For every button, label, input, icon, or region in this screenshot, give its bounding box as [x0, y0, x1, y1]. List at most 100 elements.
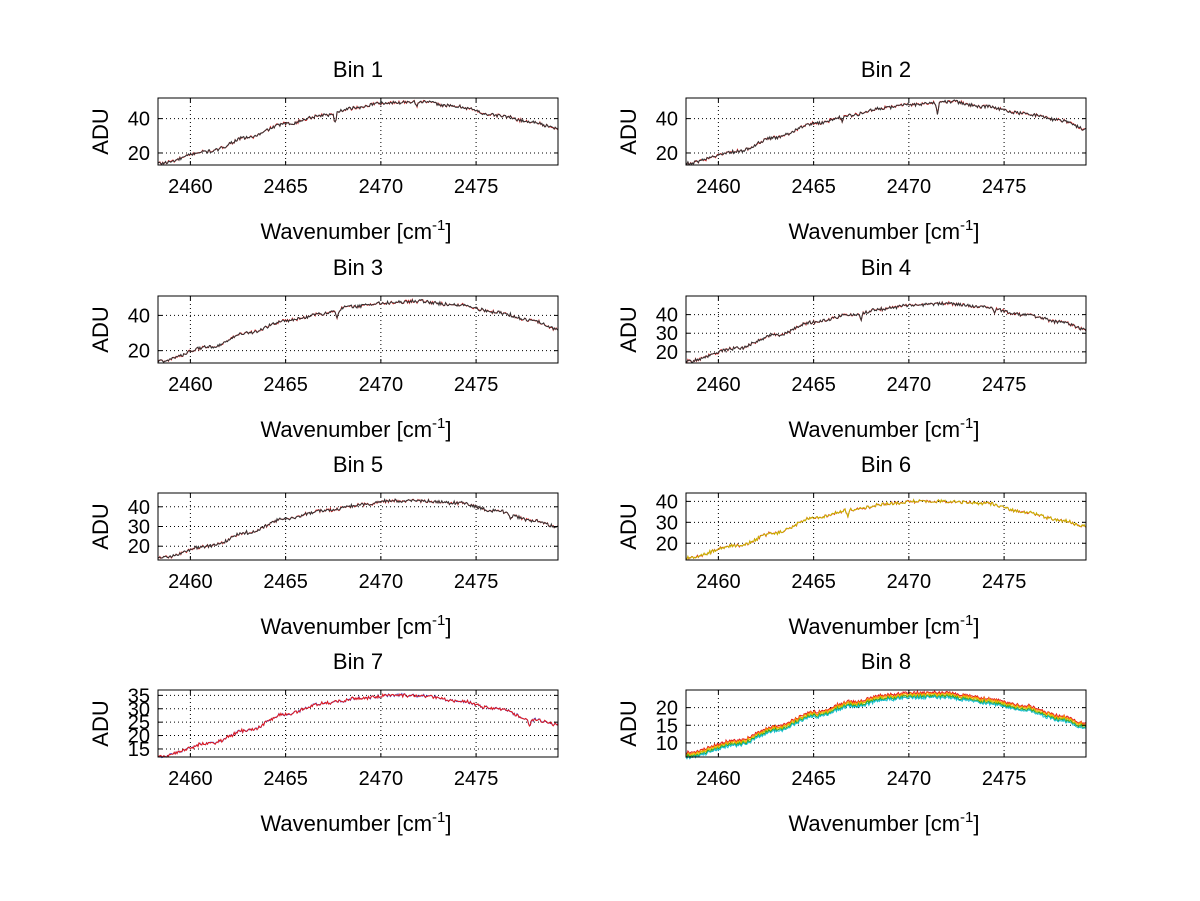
x-axis-label: Wavenumber [cm-1]: [260, 415, 451, 442]
axes-box: [157, 689, 559, 758]
series-line-cyan: [685, 694, 1087, 760]
x-tick-label: 2465: [263, 571, 308, 593]
x-axis-label-text: Wavenumber [cm: [788, 811, 960, 836]
y-tick-label: 20: [128, 341, 150, 363]
axes-box: [157, 97, 559, 166]
y-tick-label: 40: [656, 305, 678, 327]
y-tick-label: 10: [656, 733, 678, 755]
x-tick-label: 2470: [359, 571, 404, 593]
x-tick-label: 2475: [454, 768, 499, 790]
series-line-dark: [157, 99, 559, 166]
x-tick-label: 2460: [168, 571, 213, 593]
y-tick-label: 20: [128, 143, 150, 165]
series-line-red: [685, 689, 1087, 756]
x-tick-label: 2475: [982, 176, 1027, 198]
x-tick-label: 2475: [982, 768, 1027, 790]
series-line-yellow: [685, 692, 1087, 758]
x-axis-label: Wavenumber [cm-1]: [788, 217, 979, 244]
axes-box: [685, 689, 1087, 758]
y-axis-label: ADU: [616, 306, 641, 352]
x-axis-label-end: ]: [445, 811, 451, 836]
series-line-dark: [157, 298, 559, 363]
subplot-bin-3: 2460 2465 2470 2475 20 40 Bin 3 ADU Wavenumber […: [88, 255, 559, 442]
y-tick-label: 30: [128, 517, 150, 539]
x-tick-label: 2470: [887, 571, 932, 593]
subplot-title: Bin 4: [861, 255, 911, 280]
subplot-bin-2: 2460 2465 2470 2475 20 40 Bin 2 ADU Wavenumber […: [616, 57, 1087, 244]
x-axis-label-text: Wavenumber [cm: [260, 219, 432, 244]
x-tick-label: 2460: [696, 176, 741, 198]
plot-area: [158, 98, 558, 165]
x-tick-label: 2470: [887, 768, 932, 790]
x-tick-label: 2470: [359, 374, 404, 396]
subplot-title: Bin 7: [333, 649, 383, 674]
x-axis-label-superscript: -1: [960, 809, 973, 826]
series-line-red: [157, 692, 559, 758]
subplot-title: Bin 8: [861, 649, 911, 674]
x-axis-label-end: ]: [445, 614, 451, 639]
y-axis-label: ADU: [616, 503, 641, 549]
y-tick-label: 15: [656, 715, 678, 737]
x-tick-label: 2475: [454, 571, 499, 593]
y-axis-label: ADU: [88, 700, 113, 746]
subplot-bin-1: 2460 2465 2470 2475 20 40 Bin 1 ADU Wavenumber […: [88, 57, 559, 244]
x-axis-label-superscript: -1: [960, 612, 973, 629]
x-tick-label: 2470: [887, 176, 932, 198]
x-tick-label: 2460: [696, 571, 741, 593]
x-axis-label-end: ]: [973, 219, 979, 244]
x-axis-label: Wavenumber [cm-1]: [788, 809, 979, 836]
x-axis-label-superscript: -1: [960, 415, 973, 432]
y-tick-label: 30: [656, 512, 678, 534]
x-axis-label: Wavenumber [cm-1]: [788, 415, 979, 442]
x-tick-label: 2465: [263, 176, 308, 198]
x-tick-label: 2465: [263, 768, 308, 790]
x-axis-label-superscript: -1: [432, 612, 445, 629]
series-line-dark: [685, 300, 1087, 363]
y-tick-label: 40: [128, 305, 150, 327]
series-line-dark: [157, 497, 559, 559]
subplot-title: Bin 6: [861, 452, 911, 477]
x-tick-label: 2475: [982, 374, 1027, 396]
x-axis-label-text: Wavenumber [cm: [260, 614, 432, 639]
plot-area: [686, 296, 1086, 363]
x-tick-label: 2460: [168, 374, 213, 396]
x-tick-label: 2475: [454, 176, 499, 198]
y-tick-label: 30: [656, 323, 678, 345]
axes-box: [157, 295, 559, 364]
x-axis-label-end: ]: [445, 417, 451, 442]
y-tick-label: 20: [128, 726, 150, 748]
x-axis-label-text: Wavenumber [cm: [788, 219, 960, 244]
x-tick-label: 2470: [887, 374, 932, 396]
x-axis-label: Wavenumber [cm-1]: [260, 217, 451, 244]
x-axis-label-text: Wavenumber [cm: [260, 811, 432, 836]
y-axis-label: ADU: [616, 108, 641, 154]
y-tick-label: 30: [128, 699, 150, 721]
y-tick-label: 40: [656, 491, 678, 513]
x-axis-label: Wavenumber [cm-1]: [260, 612, 451, 639]
x-tick-label: 2460: [168, 176, 213, 198]
x-axis-label-end: ]: [973, 811, 979, 836]
x-tick-label: 2460: [696, 768, 741, 790]
x-tick-label: 2465: [791, 176, 836, 198]
y-tick-label: 35: [128, 685, 150, 707]
axes-box: [685, 295, 1087, 364]
y-axis-label: ADU: [88, 108, 113, 154]
subplot-title: Bin 2: [861, 57, 911, 82]
x-tick-label: 2465: [263, 374, 308, 396]
x-tick-label: 2465: [791, 374, 836, 396]
series-line-orange: [685, 691, 1087, 757]
x-axis-label-end: ]: [973, 417, 979, 442]
axes-box: [685, 492, 1087, 561]
x-axis-label-end: ]: [445, 219, 451, 244]
x-tick-label: 2465: [791, 571, 836, 593]
y-tick-label: 15: [128, 739, 150, 761]
x-tick-label: 2475: [982, 571, 1027, 593]
x-axis-label: Wavenumber [cm-1]: [788, 612, 979, 639]
x-tick-label: 2460: [168, 768, 213, 790]
